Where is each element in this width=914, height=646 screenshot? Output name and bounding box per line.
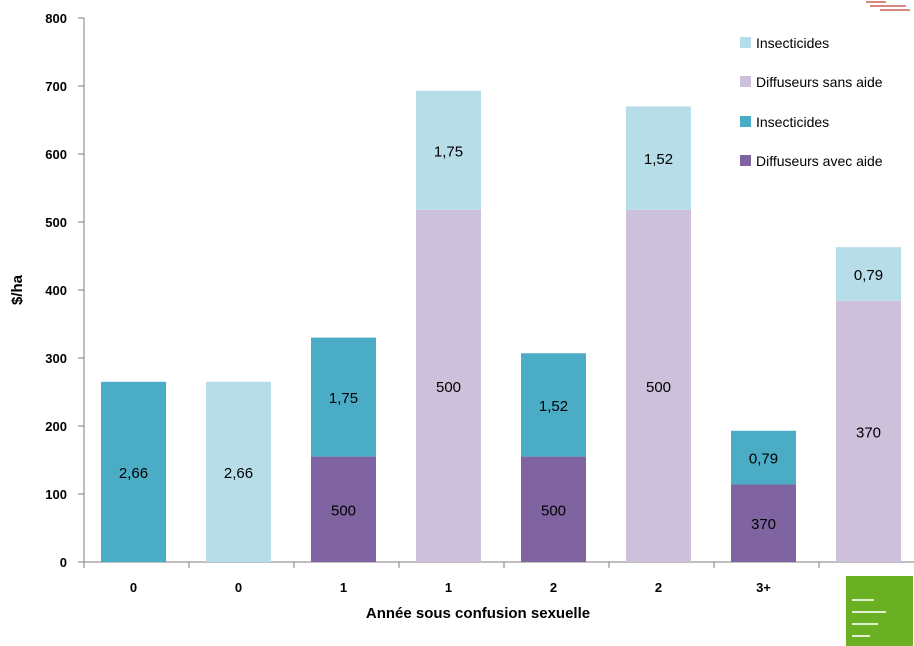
- bar-data-label: 1,52: [539, 398, 568, 415]
- bar-segment: [101, 381, 166, 562]
- legend-swatch: [740, 37, 751, 48]
- legend-label: Insecticides: [756, 35, 829, 51]
- y-tick-label: 500: [45, 215, 67, 230]
- legend-label: Diffuseurs avec aide: [756, 153, 883, 169]
- logo-top-right: [862, 0, 914, 12]
- x-tick-label: 1: [340, 580, 347, 595]
- y-tick-label: 100: [45, 487, 67, 502]
- bar-segment: [836, 247, 901, 301]
- bar-stack: 500 1,52: [626, 106, 691, 562]
- bar-data-label: 370: [856, 424, 881, 441]
- y-tick-label: 600: [45, 147, 67, 162]
- legend: Insecticides Diffuseurs sans aide Insectic…: [740, 35, 883, 169]
- y-tick-label: 300: [45, 351, 67, 366]
- bar-segment: [521, 353, 586, 457]
- logo-mark: [866, 1, 910, 11]
- legend-label: Insecticides: [756, 114, 829, 130]
- x-axis-title: Année sous confusion sexuelle: [366, 605, 590, 622]
- bar-data-label: 0,79: [749, 451, 778, 468]
- bar-data-label: 370: [751, 516, 776, 533]
- x-tick-label: 1: [445, 580, 452, 595]
- bar-segment: [836, 300, 901, 562]
- legend-swatch: [740, 76, 751, 87]
- bar-stack: 370 0,79: [836, 247, 901, 562]
- y-tick-label: 700: [45, 79, 67, 94]
- bar-segment: [206, 381, 271, 562]
- bar-segment: [731, 484, 796, 562]
- x-tick-label: 3+: [756, 580, 771, 595]
- bar-data-label: 500: [646, 379, 671, 396]
- y-tick-label: 0: [60, 555, 67, 570]
- x-tick-label: 2: [550, 580, 557, 595]
- bar-segment: [731, 430, 796, 485]
- bar-data-label: 1,52: [644, 151, 673, 168]
- legend-swatch: [740, 116, 751, 127]
- bar-segment: [416, 209, 481, 562]
- logo-bottom-right: [846, 576, 913, 646]
- bar-data-label: 500: [331, 502, 356, 519]
- y-tick-label: 800: [45, 11, 67, 26]
- y-axis: 0 100 200 300 400 500 600 700 800: [45, 11, 85, 570]
- bar-data-label: 0,79: [854, 267, 883, 284]
- bar-stack: 370 0,79: [731, 430, 796, 562]
- bar-segment: [416, 90, 481, 210]
- bar-segment: [311, 456, 376, 562]
- y-axis-title: $/ha: [9, 274, 26, 305]
- bar-data-label: 1,75: [329, 390, 358, 407]
- bar-segment: [626, 106, 691, 210]
- bar-data-label: 2,66: [224, 465, 253, 482]
- bar-stack: 500 1,52: [521, 353, 586, 562]
- bar-stack: 2,66: [101, 381, 166, 562]
- legend-label: Diffuseurs sans aide: [756, 74, 883, 90]
- bar-data-label: 1,75: [434, 143, 463, 160]
- logo-mark: [852, 599, 886, 637]
- bar-data-label: 2,66: [119, 465, 148, 482]
- bar-segment: [311, 337, 376, 457]
- x-tick-label: 0: [235, 580, 242, 595]
- bar-stack: 2,66: [206, 381, 271, 562]
- bar-stack: 500 1,75: [311, 337, 376, 562]
- bar-data-label: 500: [541, 502, 566, 519]
- bar-segment: [626, 209, 691, 562]
- bar-stack: 500 1,75: [416, 90, 481, 562]
- bars: 2,66 2,66 500 1,75 500 1,75 500 1,52 500 1,52 370 0…: [101, 90, 901, 562]
- x-tick-label: 2: [655, 580, 662, 595]
- y-tick-label: 400: [45, 283, 67, 298]
- legend-swatch: [740, 155, 751, 166]
- bar-segment: [521, 456, 586, 562]
- bar-data-label: 500: [436, 379, 461, 396]
- x-tick-label: 0: [130, 580, 137, 595]
- y-tick-label: 200: [45, 419, 67, 434]
